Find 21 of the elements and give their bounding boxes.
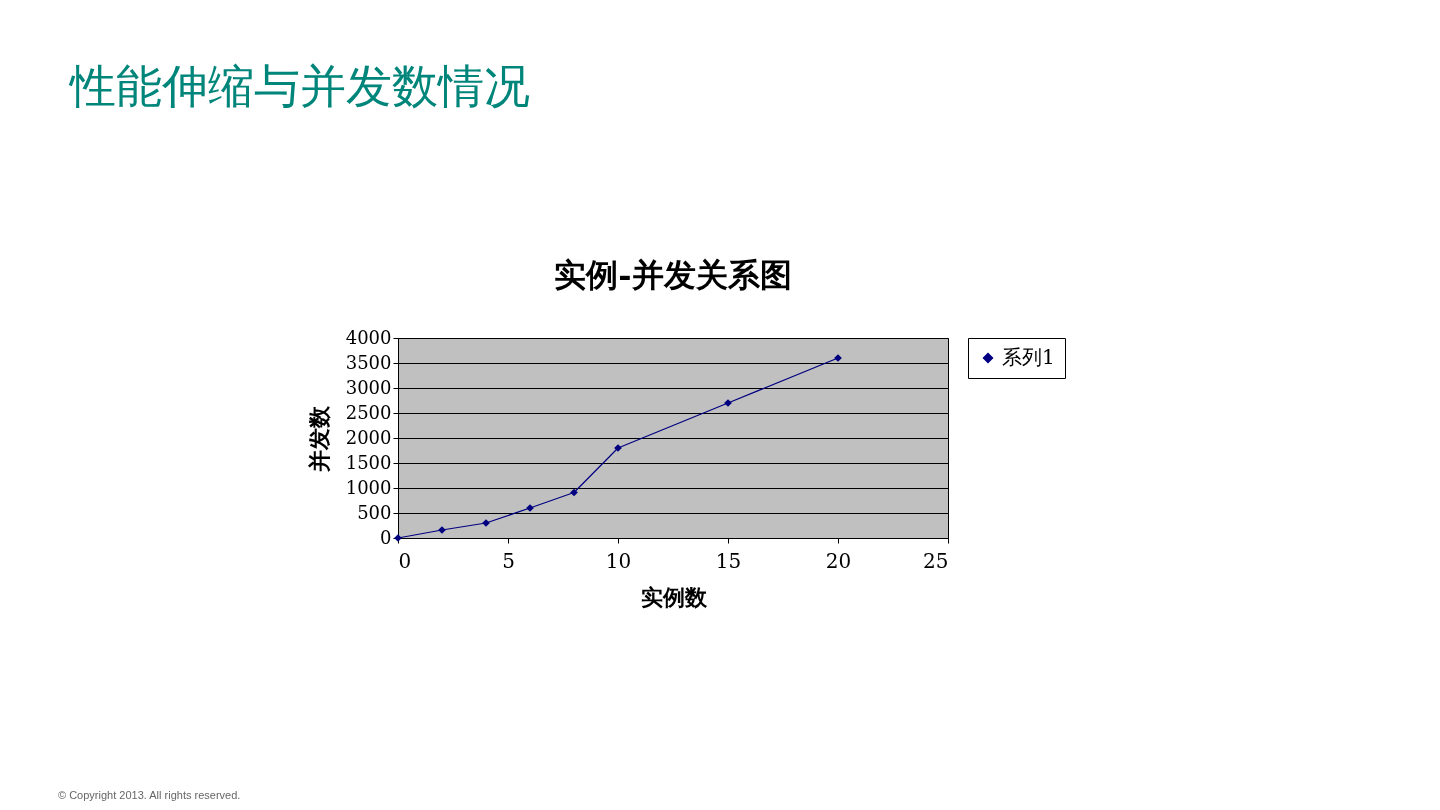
x-axis-title: 实例数	[640, 583, 708, 610]
y-tick-label: 0	[380, 526, 392, 548]
y-tick-label: 4000	[345, 326, 392, 348]
legend-label: 系列1	[1002, 345, 1055, 369]
text: © Copyright 2013. All rights reserved.	[58, 789, 241, 801]
x-tick-label: 25	[923, 548, 949, 573]
y-tick-label: 3500	[345, 351, 392, 373]
chart-title: 性能伸缩与并发数情况	[68, 59, 530, 113]
x-tick-label: 20	[825, 548, 852, 573]
chart-subtitle: 实例-并发关系图	[554, 256, 792, 294]
y-tick-label: 1000	[345, 476, 392, 498]
x-tick-label: 0	[398, 548, 412, 573]
y-tick-label: 1500	[345, 451, 392, 473]
y-tick-label: 3000	[345, 376, 392, 398]
y-tick-label: 2500	[345, 401, 392, 423]
x-tick-label: 5	[502, 548, 515, 573]
x-tick-label: 10	[605, 548, 632, 573]
x-tick-label: 15	[715, 548, 742, 573]
y-tick-label: 2000	[345, 426, 392, 448]
y-axis-title: 并发数	[305, 404, 332, 473]
y-tick-label: 500	[357, 501, 392, 523]
